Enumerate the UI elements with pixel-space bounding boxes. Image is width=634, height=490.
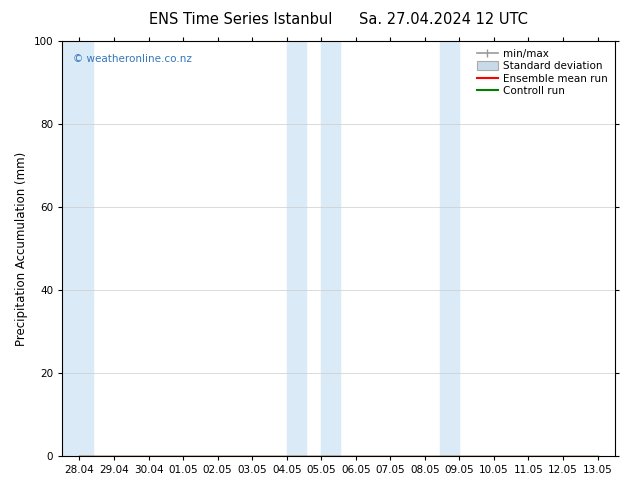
Text: ENS Time Series Istanbul: ENS Time Series Istanbul xyxy=(149,12,333,27)
Bar xyxy=(441,41,460,456)
Text: © weatheronline.co.nz: © weatheronline.co.nz xyxy=(74,54,192,64)
Legend: min/max, Standard deviation, Ensemble mean run, Controll run: min/max, Standard deviation, Ensemble me… xyxy=(475,47,610,98)
Bar xyxy=(287,41,306,456)
Y-axis label: Precipitation Accumulation (mm): Precipitation Accumulation (mm) xyxy=(15,151,28,346)
Bar xyxy=(321,41,340,456)
Text: Sa. 27.04.2024 12 UTC: Sa. 27.04.2024 12 UTC xyxy=(359,12,528,27)
Bar xyxy=(62,41,93,456)
